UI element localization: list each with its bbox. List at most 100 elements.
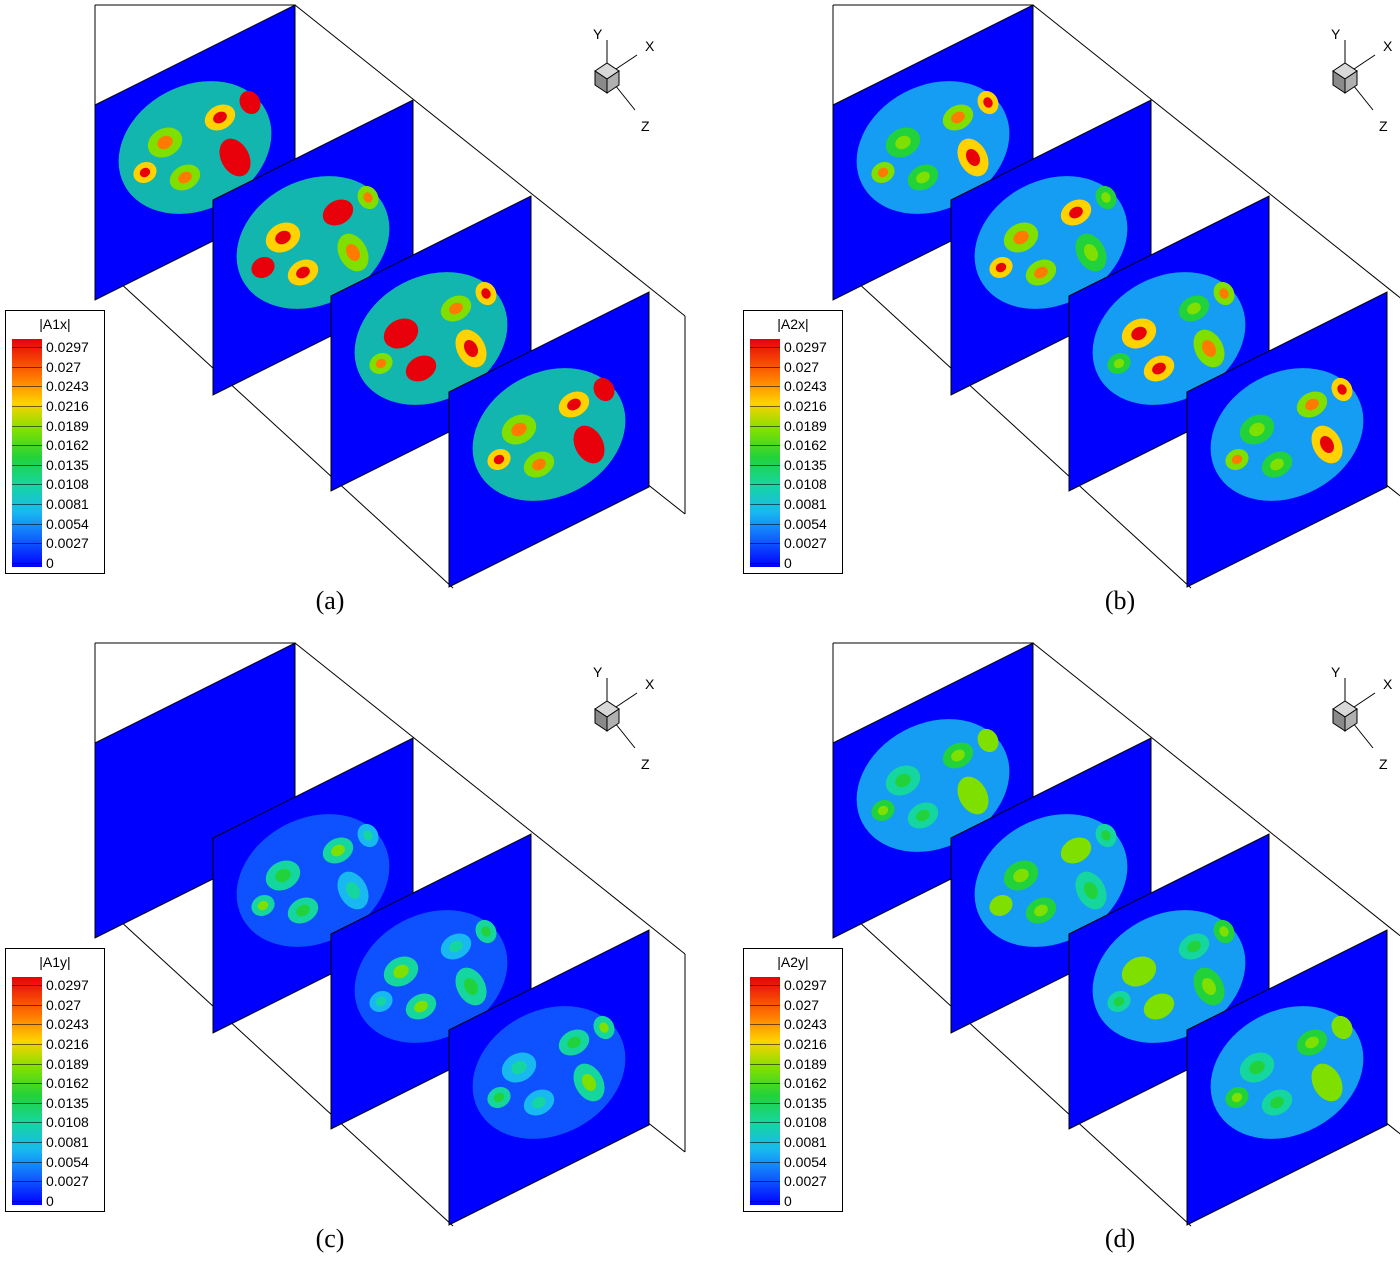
axis-label-z: Z [641, 756, 650, 772]
legend-level-label: 0.0054 [46, 1153, 89, 1170]
legend-level-label: 0.0189 [784, 1055, 827, 1072]
field-peak [1337, 384, 1347, 395]
field-peak [363, 830, 373, 841]
field-peak [493, 454, 505, 465]
field-peak [346, 244, 360, 261]
legend-level-label: 0.0162 [46, 1075, 89, 1092]
legend-level-label: 0.0054 [784, 1153, 827, 1170]
field-peak [1084, 244, 1098, 261]
legend-level-label: 0.0108 [784, 476, 827, 493]
axes-triad: Y X Z [1331, 26, 1393, 134]
field-peak [449, 302, 463, 315]
legend-level-label: 0 [784, 1193, 792, 1209]
field-peak [1131, 326, 1147, 341]
panel-label-a: (a) [315, 586, 345, 615]
field-peak [331, 206, 345, 219]
field-peak [916, 171, 930, 184]
axis-label-y: Y [1331, 664, 1341, 680]
field-blobs [856, 719, 1010, 852]
field-peak [1013, 230, 1029, 245]
legend-level-label: 0.0297 [784, 977, 827, 993]
field-blobs [236, 176, 390, 309]
legend-level-label: 0.0243 [46, 378, 89, 395]
field-peak [1249, 422, 1265, 437]
field-peak [375, 996, 387, 1007]
field-peak [178, 171, 192, 184]
field-peak [245, 97, 255, 108]
field-peak [1231, 454, 1243, 465]
field-peak [1069, 844, 1083, 857]
field-peak [895, 135, 911, 150]
field-peak [1101, 830, 1111, 841]
legend-title: |A1x| [39, 316, 71, 332]
legend-title: |A2x| [777, 316, 809, 332]
axis-label-x: X [645, 38, 655, 54]
panel-c: Y X Z [94, 642, 686, 1227]
field-peak [532, 1096, 546, 1109]
frame-edge [832, 259, 1192, 589]
legend-tick [12, 347, 42, 348]
legend-colorbar [750, 977, 780, 1205]
legend-level-label: 0.0108 [784, 1114, 827, 1131]
field-peak [257, 900, 269, 911]
field-peak [1305, 1036, 1319, 1049]
panel-label-c: (c) [315, 1224, 345, 1253]
legend-tick [750, 445, 780, 447]
legend-tick [12, 1043, 42, 1045]
field-peak [1202, 340, 1216, 357]
legend-level-label: 0.0108 [46, 476, 89, 493]
axis-label-y: Y [1331, 26, 1341, 42]
legend-tick [12, 563, 42, 564]
field-blobs [236, 814, 390, 947]
legend-tick [12, 405, 42, 407]
legend-level-label: 0.0108 [46, 1114, 89, 1131]
legend-tick [12, 504, 42, 506]
field-peak [1034, 904, 1048, 917]
legend-level-label: 0.0216 [46, 1035, 89, 1052]
triad-cube-right [606, 70, 620, 94]
axis-label-x: X [1383, 38, 1393, 54]
legend-level-label: 0.0135 [784, 456, 827, 473]
legend-level-label: 0.0135 [46, 456, 89, 473]
field-peak [275, 230, 291, 245]
field-peak [966, 149, 980, 166]
field-peak [1320, 1074, 1334, 1091]
field-blobs [472, 368, 626, 501]
axis-label-z: Z [641, 118, 650, 134]
frame-edge [294, 4, 686, 317]
field-peak [599, 384, 609, 395]
field-peak [916, 809, 930, 822]
field-blobs [118, 81, 272, 214]
legend-title: |A2y| [777, 954, 809, 970]
field-peak [1337, 1022, 1347, 1033]
legend-level-label: 0.0297 [46, 977, 89, 993]
triad-cube-right [1344, 70, 1358, 94]
legend-tick [750, 347, 780, 348]
field-peak [1219, 926, 1229, 937]
legend-level-label: 0.027 [784, 358, 820, 375]
legend-b: |A2x| 0.0297 0.027 0.0243 0.0216 0.0189 0.016… [743, 310, 843, 574]
field-peak [877, 167, 889, 178]
panel-label-d: (d) [1104, 1224, 1136, 1253]
field-peak [346, 882, 360, 899]
field-peak [393, 964, 409, 979]
field-peak [296, 266, 310, 279]
legend-tick [12, 1083, 42, 1085]
field-peak [139, 167, 151, 178]
field-peak [966, 787, 980, 804]
field-peak [1084, 882, 1098, 899]
field-peak [1305, 398, 1319, 411]
legend-level-label: 0.0189 [784, 417, 827, 434]
axis-label-z: Z [1379, 756, 1388, 772]
field-blobs [354, 272, 508, 405]
field-peak [995, 262, 1007, 273]
legend-level-label: 0.0297 [784, 339, 827, 355]
axes-triad: Y X Z [593, 664, 655, 772]
legend-tick [750, 1161, 780, 1163]
field-blobs [974, 176, 1128, 309]
legend-tick [750, 1181, 780, 1183]
field-blobs [1210, 368, 1364, 501]
legend-level-label: 0.0297 [46, 339, 89, 355]
legend-a: |A1x| 0.0297 0.027 0.0243 0.0216 0.0189 0.016… [5, 310, 105, 574]
field-peak [1320, 436, 1334, 453]
